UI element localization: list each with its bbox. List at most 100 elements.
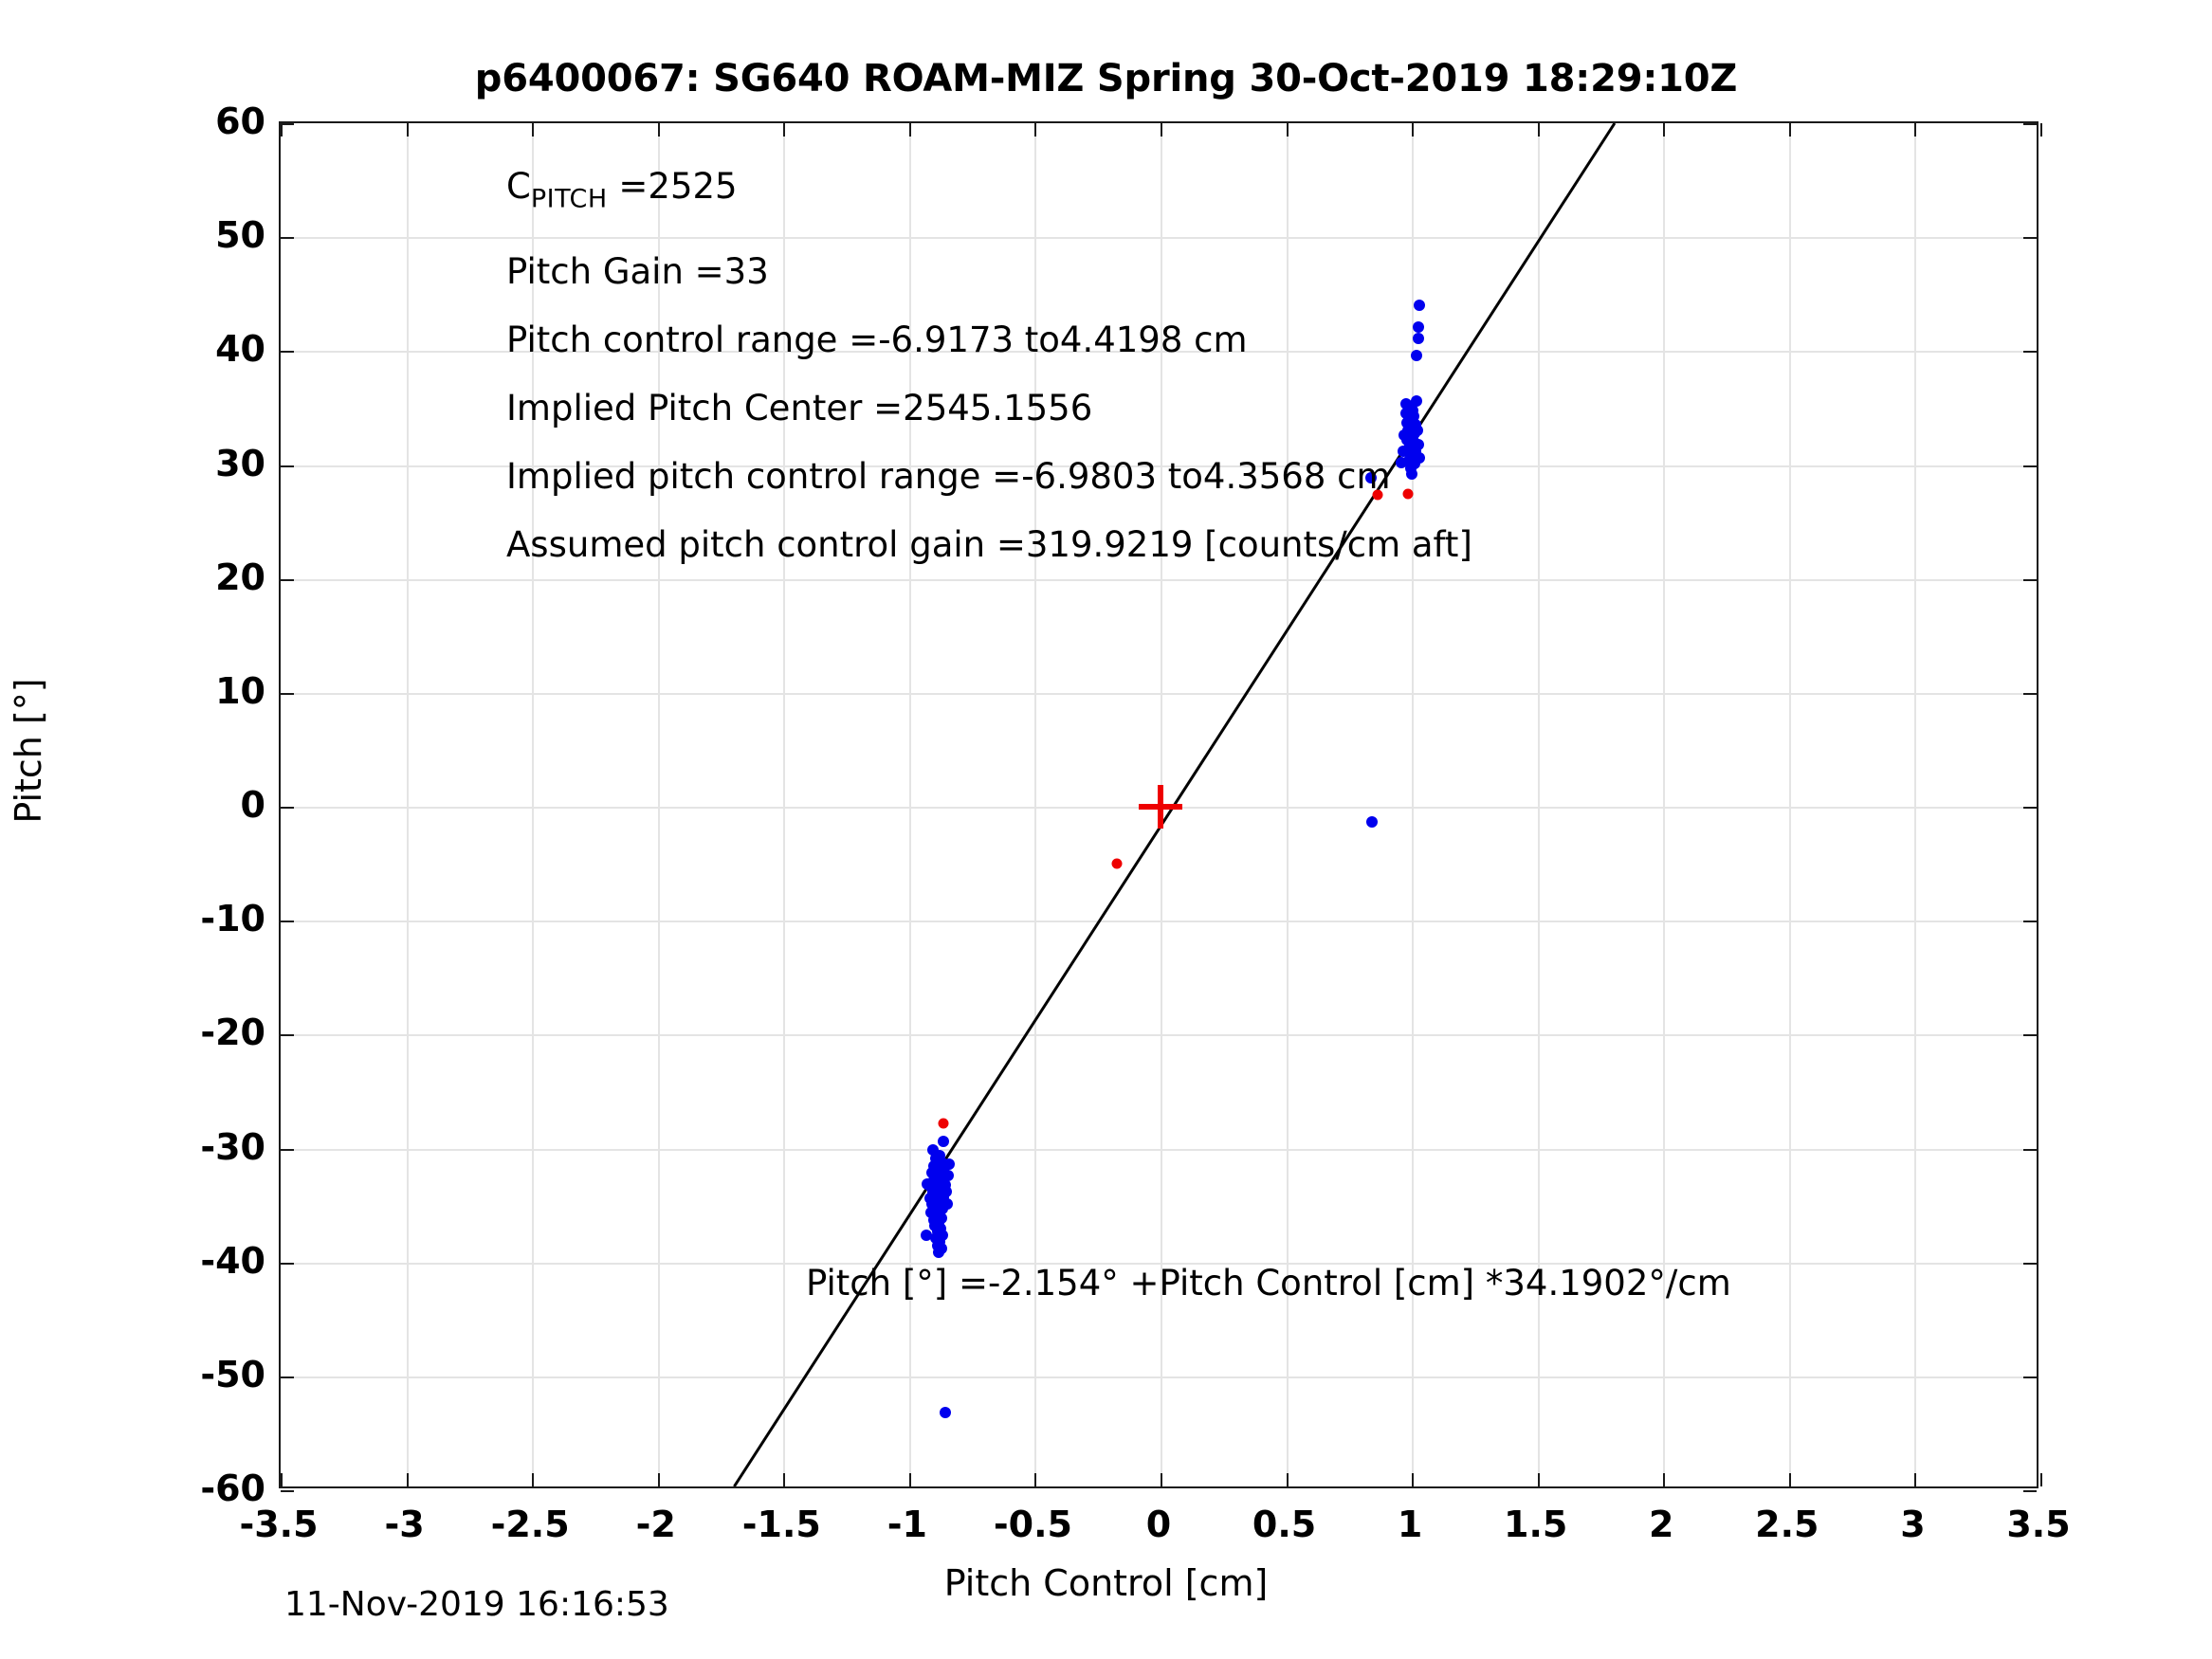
scatter-point <box>923 1193 936 1205</box>
scatter-point <box>940 1407 952 1419</box>
x-tick-mark <box>1663 1473 1666 1486</box>
x-tick-mark <box>657 1473 660 1486</box>
x-tick-label: 3 <box>1900 1504 1926 1545</box>
annotation-fit-equation: Pitch [°] =-2.154° +Pitch Control [cm] *… <box>806 1263 1731 1304</box>
scatter-point <box>943 1158 956 1171</box>
y-tick-mark <box>281 351 294 354</box>
x-tick-mark <box>1034 123 1037 137</box>
y-tick-mark <box>281 1376 294 1378</box>
gridline-horizontal <box>281 578 2037 581</box>
x-tick-label: -0.5 <box>993 1504 1072 1545</box>
x-tick-mark <box>281 1473 283 1486</box>
gridline-vertical <box>1034 123 1037 1486</box>
scatter-point <box>938 1118 949 1129</box>
gridline-vertical <box>1537 123 1540 1486</box>
y-tick-mark <box>281 578 294 581</box>
x-tick-label: 2.5 <box>1755 1504 1819 1545</box>
scatter-point <box>1410 395 1422 408</box>
y-tick-mark <box>281 921 294 923</box>
x-tick-mark <box>1537 123 1540 137</box>
x-tick-label: 0.5 <box>1252 1504 1317 1545</box>
scatter-point <box>941 1198 954 1211</box>
scatter-point <box>1402 488 1414 500</box>
x-tick-label: 1 <box>1397 1504 1423 1545</box>
x-tick-mark <box>1788 123 1791 137</box>
scatter-point <box>941 1186 953 1198</box>
gridline-vertical <box>1663 123 1666 1486</box>
x-tick-mark <box>1161 1473 1162 1486</box>
y-tick-mark <box>281 1034 294 1037</box>
y-tick-mark <box>2023 351 2037 354</box>
x-tick-label: -2.5 <box>490 1504 570 1545</box>
scatter-point <box>925 1206 938 1218</box>
gridline-vertical <box>783 123 786 1486</box>
x-tick-mark <box>532 1473 535 1486</box>
annotation-implied-pitch-control-range: Implied pitch control range =-6.9803 to4… <box>506 456 1391 497</box>
y-tick-mark <box>2023 123 2037 125</box>
x-tick-mark <box>1286 1473 1289 1486</box>
annotation-assumed-pitch-control-gain: Assumed pitch control gain =319.9219 [co… <box>506 524 1472 565</box>
annotation-pitch-control-range: Pitch control range =-6.9173 to4.4198 cm <box>506 319 1248 360</box>
scatter-point <box>921 1229 933 1241</box>
annotation-c-pitch-symbol: C <box>506 166 531 207</box>
gridline-horizontal <box>281 237 2037 240</box>
x-tick-mark <box>2040 123 2042 137</box>
y-tick-mark <box>2023 1262 2037 1265</box>
gridline-vertical <box>406 123 409 1486</box>
gridline-horizontal <box>281 465 2037 467</box>
y-tick-mark <box>2023 237 2037 240</box>
x-tick-label: 1.5 <box>1504 1504 1568 1545</box>
x-tick-mark <box>657 123 660 137</box>
gridline-vertical <box>657 123 660 1486</box>
x-tick-label: 3.5 <box>2006 1504 2071 1545</box>
y-tick-mark <box>2023 1376 2037 1378</box>
gridline-vertical <box>908 123 911 1486</box>
gridline-vertical <box>1788 123 1791 1486</box>
x-tick-label: -3.5 <box>239 1504 319 1545</box>
y-tick-mark <box>2023 921 2037 923</box>
scatter-point <box>1364 471 1377 483</box>
scatter-point <box>941 1170 954 1182</box>
scatter-point <box>1414 452 1426 465</box>
y-tick-mark <box>2023 807 2037 809</box>
gridline-horizontal <box>281 692 2037 695</box>
pitch-center-marker <box>1158 785 1163 829</box>
gridline-horizontal <box>281 1376 2037 1378</box>
scatter-point <box>1411 350 1423 362</box>
y-tick-mark <box>281 807 294 809</box>
y-tick-mark <box>2023 1490 2037 1492</box>
scatter-point <box>922 1177 934 1190</box>
x-tick-mark <box>1412 1473 1415 1486</box>
y-tick-mark <box>281 465 294 467</box>
scatter-point <box>1398 429 1410 442</box>
gridline-vertical <box>1914 123 1917 1486</box>
gridline-vertical <box>1412 123 1415 1486</box>
y-tick-mark <box>281 1490 294 1492</box>
x-tick-mark <box>1788 1473 1791 1486</box>
x-tick-label: -1.5 <box>741 1504 821 1545</box>
y-tick-label: -40 <box>200 1239 265 1282</box>
plot-area: CPITCH =2525 Pitch Gain =33 Pitch contro… <box>279 121 2042 1492</box>
scatter-point <box>938 1136 950 1148</box>
y-tick-label: 20 <box>215 556 265 598</box>
scatter-point <box>1412 321 1424 334</box>
x-tick-mark <box>1537 1473 1540 1486</box>
scatter-point <box>1399 397 1412 410</box>
y-tick-mark <box>281 123 294 125</box>
y-tick-mark <box>2023 1034 2037 1037</box>
x-tick-mark <box>1914 123 1917 137</box>
gridline-horizontal <box>281 1262 2037 1265</box>
scatter-point <box>1396 457 1407 469</box>
scatter-point <box>1111 858 1123 869</box>
y-tick-label: 40 <box>215 328 265 371</box>
x-tick-label: -2 <box>635 1504 676 1545</box>
x-tick-label: -3 <box>384 1504 425 1545</box>
gridline-vertical <box>1286 123 1289 1486</box>
scatter-point <box>1413 333 1425 345</box>
y-tick-mark <box>281 237 294 240</box>
y-tick-mark <box>2023 465 2037 467</box>
scatter-point <box>1413 438 1425 450</box>
y-tick-label: 50 <box>215 214 265 257</box>
x-tick-mark <box>281 123 283 137</box>
